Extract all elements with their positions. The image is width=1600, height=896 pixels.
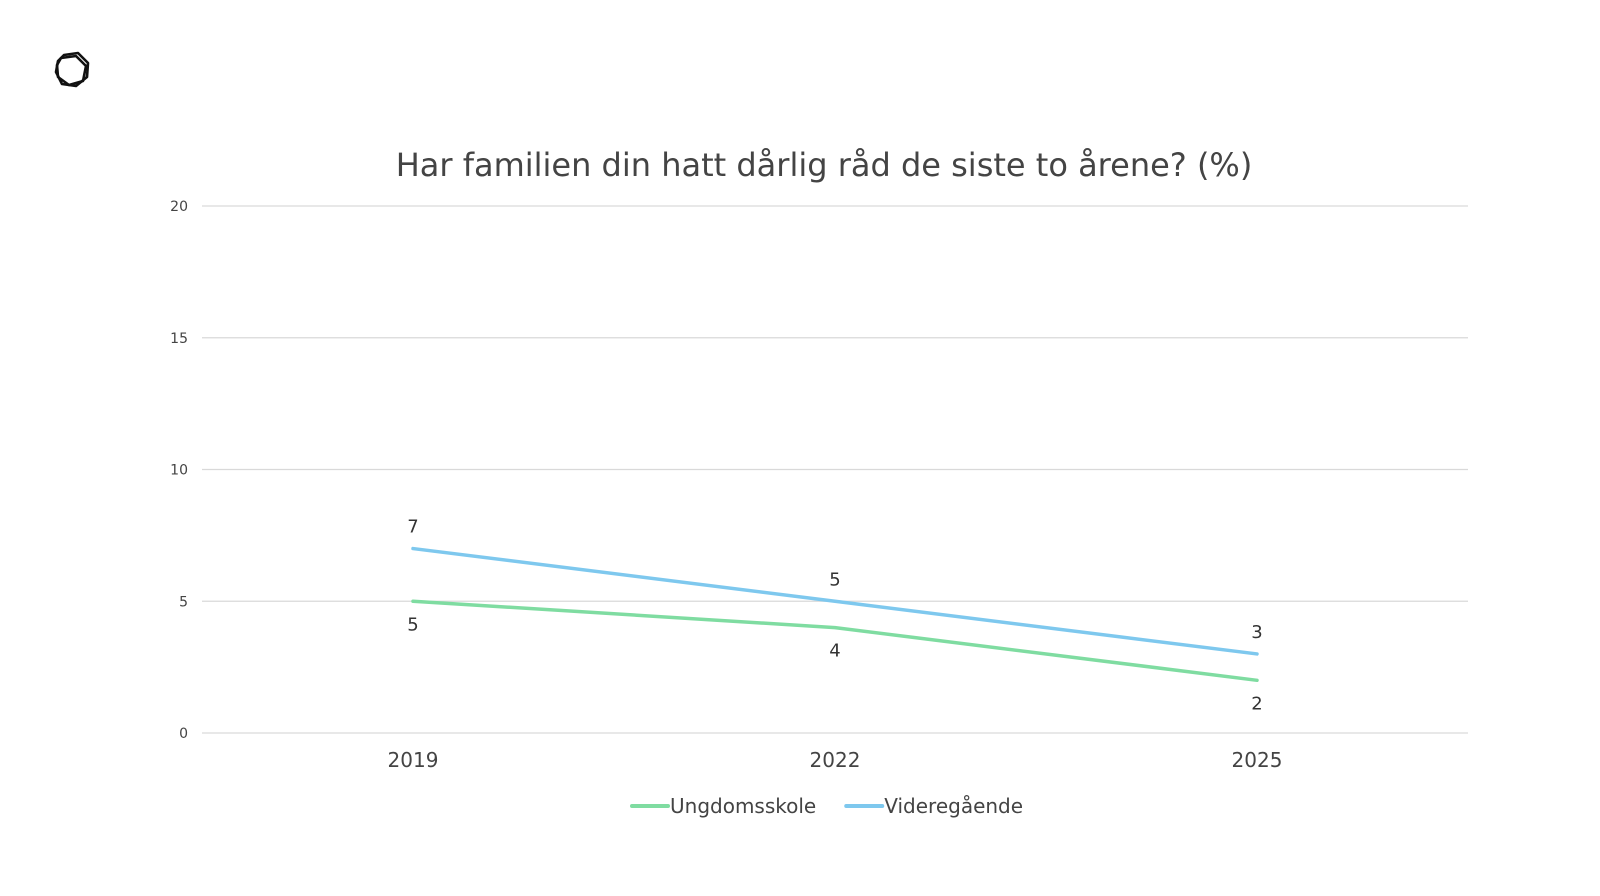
series-lines [411,546,1259,683]
y-tick-label: 10 [170,463,188,479]
series-line-ungdomsskole [411,599,1259,683]
y-tick-label: 20 [170,199,188,215]
data-labels: 5 4 2 7 5 3 [407,517,1262,715]
data-label: 4 [829,641,840,662]
x-tick-label: 2022 [810,748,861,772]
brand-logo-icon [54,51,90,88]
series-line-videregående [411,546,1259,656]
data-label: 3 [1251,622,1262,643]
y-axis: 0 5 10 15 20 [170,199,188,742]
y-tick-label: 5 [179,594,188,610]
y-tick-label: 15 [170,331,188,347]
chart-title: Har familien din hatt dårlig råd de sist… [396,146,1253,184]
legend-label: Ungdomsskole [670,794,816,818]
x-axis: 2019 2022 2025 [388,748,1283,772]
x-tick-label: 2025 [1232,748,1283,772]
x-tick-label: 2019 [388,748,439,772]
data-label: 5 [829,569,840,590]
data-label: 7 [407,517,418,538]
y-tick-label: 0 [179,726,188,742]
legend: Ungdomsskole Videregående [630,794,1023,818]
data-label: 2 [1251,693,1262,714]
data-label: 5 [407,614,418,635]
legend-label: Videregående [884,794,1023,818]
